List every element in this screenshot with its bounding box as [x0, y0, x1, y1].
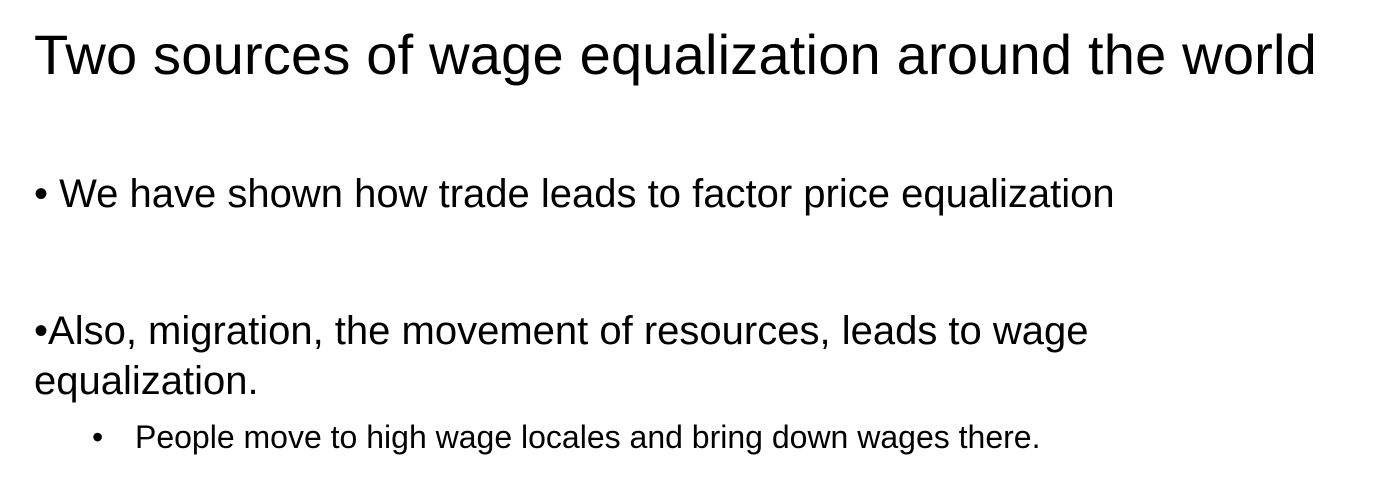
sub-bullet-text: People move to high wage locales and bri… [134, 419, 1041, 455]
bullet-line-1: •Also, migration, the movement of resour… [34, 306, 1314, 356]
slide-title: Two sources of wage equalization around … [34, 23, 1318, 86]
sub-bullet-marker: • [92, 419, 104, 455]
bullet-marker: • [34, 309, 49, 353]
sub-bullet-item: • People move to high wage locales and b… [92, 418, 1040, 456]
bullet-text: We have shown how trade leads to factor … [59, 172, 1115, 216]
bullet-marker: • [34, 172, 49, 216]
bullet-line-2: equalization. [34, 359, 259, 403]
bullet-item-migration: •Also, migration, the movement of resour… [34, 306, 1314, 406]
bullet-text: Also, migration, the movement of resourc… [48, 309, 1089, 353]
bullet-item-trade: • We have shown how trade leads to facto… [34, 170, 1115, 218]
